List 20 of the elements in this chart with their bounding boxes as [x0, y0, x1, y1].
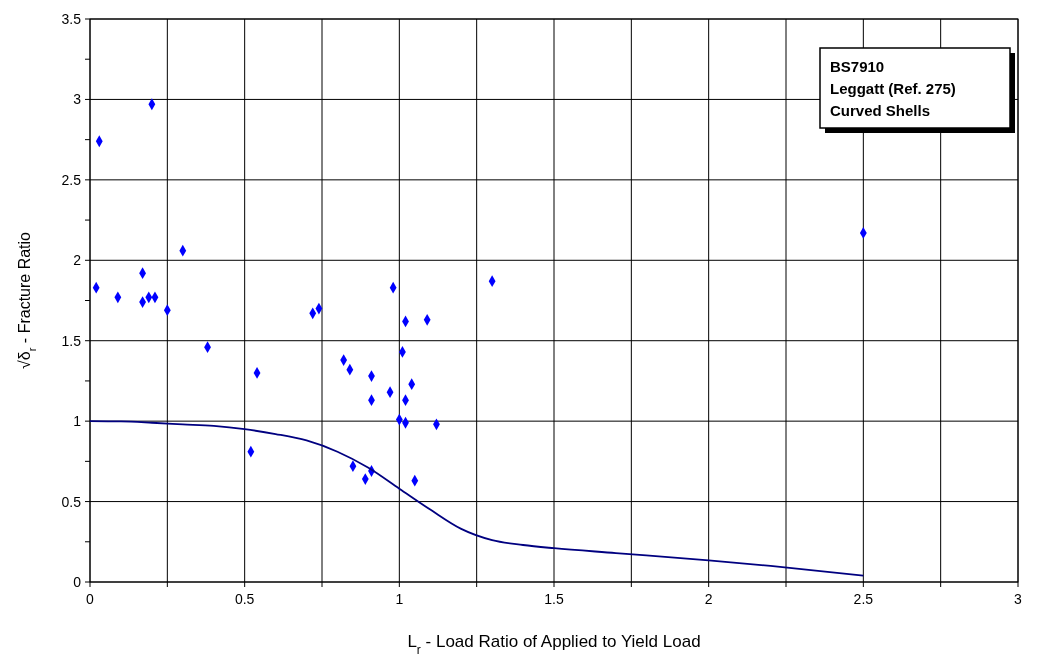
x-tick-label: 0.5: [234, 591, 255, 607]
annotation: Leggatt (Ref. 275): [830, 80, 956, 97]
y-tick-label: 0.5: [61, 493, 82, 510]
y-tick-label: 3: [73, 91, 82, 108]
x-tick-label: 1.5: [544, 591, 564, 607]
x-tick-label: 0: [86, 591, 95, 607]
x-tick-label: 1: [395, 591, 404, 607]
annotation: BS7910: [830, 58, 885, 75]
line-series: [89, 420, 865, 577]
y-tick-label: 2: [73, 252, 82, 269]
x-tick-label: 2.5: [853, 591, 874, 607]
y-tick-label: 0: [73, 574, 82, 590]
x-tick-label: 3: [1014, 591, 1023, 607]
y-tick-label: 3.5: [61, 11, 82, 27]
annotation: Curved Shells: [830, 102, 931, 119]
x-tick-label: 2: [704, 591, 713, 607]
y-tick-label: 1.5: [61, 332, 82, 349]
x-axis-title: L$_{r}$ - Load Ratio of Applied to Yield Load: [407, 632, 701, 657]
y-tick-label: 2.5: [61, 171, 82, 188]
y-tick-label: 1: [73, 413, 82, 430]
